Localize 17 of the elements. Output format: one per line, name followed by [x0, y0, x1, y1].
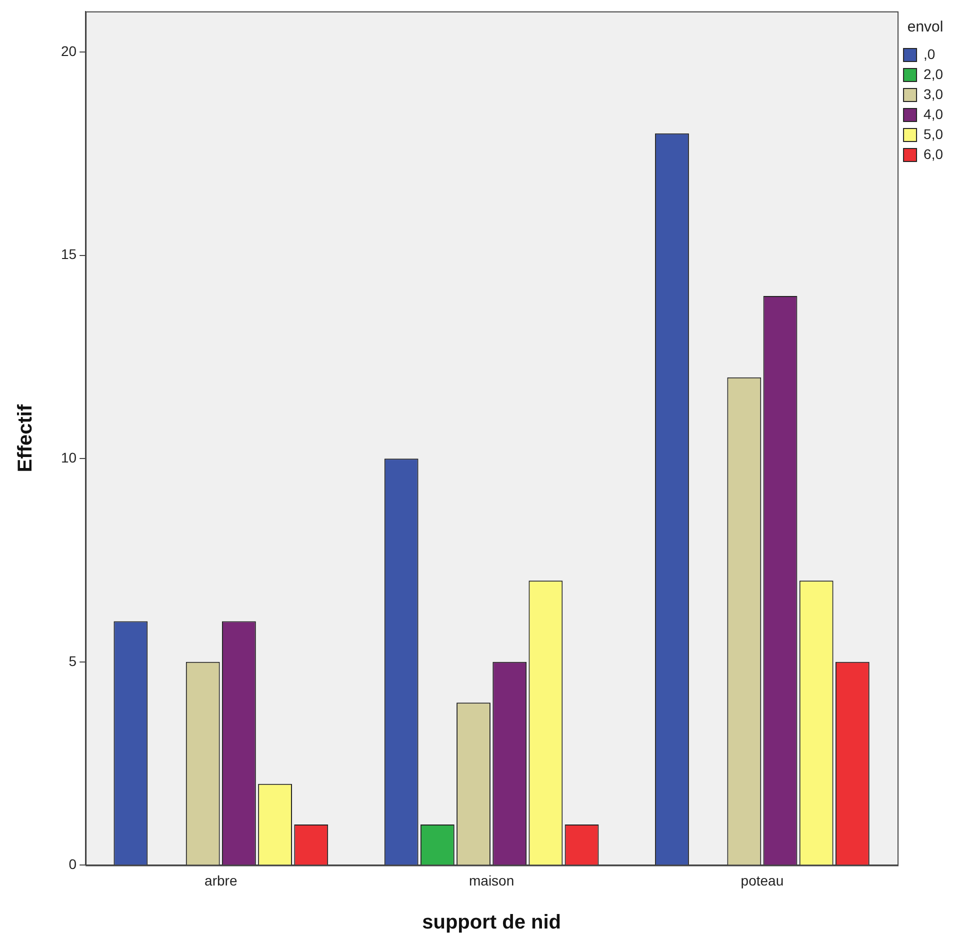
y-tick-label: 5 [68, 652, 77, 669]
x-axis-title: support de nid [422, 912, 561, 934]
x-tick-label: arbre [204, 872, 238, 888]
legend-label: 5,0 [924, 126, 944, 142]
legend-label: 4,0 [924, 106, 944, 122]
y-tick-label: 10 [60, 449, 77, 466]
legend-label: 3,0 [924, 86, 944, 102]
y-tick-label: 20 [60, 42, 77, 59]
y-tick-label: 0 [68, 856, 77, 872]
x-tick-label: maison [468, 872, 514, 888]
y-tick-label: 15 [60, 246, 77, 262]
legend-label: ,0 [924, 46, 936, 62]
legend-label: 2,0 [924, 66, 944, 82]
y-axis-title: Effectif [14, 404, 37, 472]
legend-title: envol [907, 18, 944, 36]
legend-label: 6,0 [924, 146, 944, 162]
x-tick-label: poteau [740, 872, 784, 888]
